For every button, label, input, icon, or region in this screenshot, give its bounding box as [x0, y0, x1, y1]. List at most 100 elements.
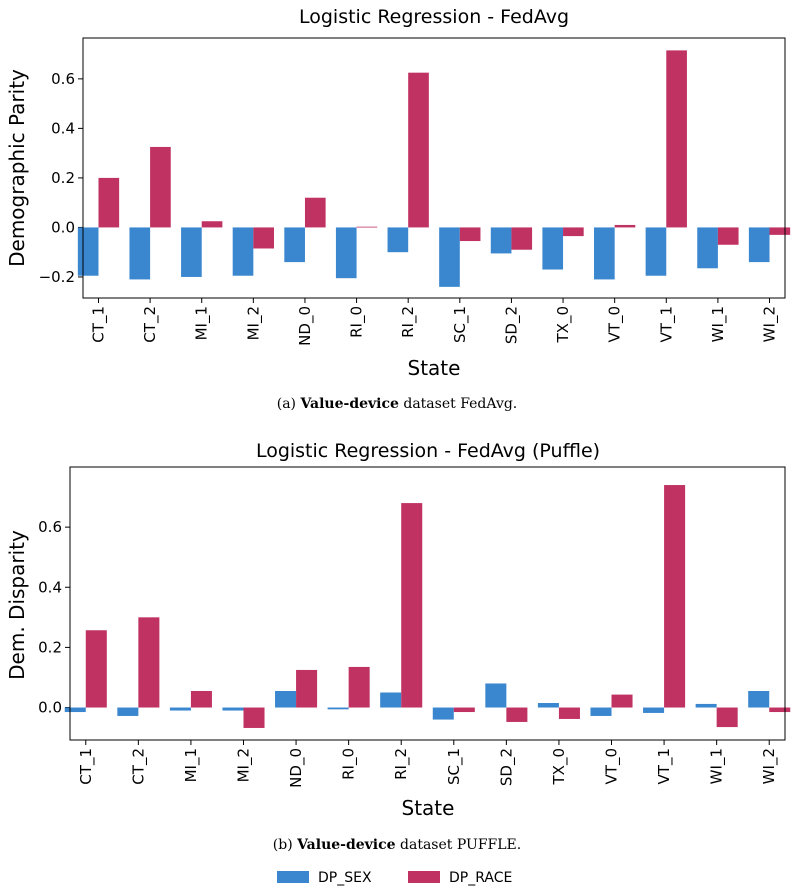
chart-a-bar-dp-race-sd-2	[511, 227, 533, 250]
x-tick-label: SC_1	[451, 306, 470, 343]
x-tick-label: RI_2	[392, 748, 411, 780]
chart-a-bar-dp-sex-ct-1	[77, 227, 99, 276]
x-tick-label: RI_2	[399, 306, 418, 338]
x-tick-label: RI_0	[348, 306, 367, 338]
chart-b-frame	[69, 466, 786, 741]
chart-b-bar-dp-sex-tx-0	[537, 703, 559, 708]
chart-b-plot-area: 0.0 0.2 0.4 0.6 CT_1 CT_2 MI_1 MI_2 ND_0 RI_0 RI_2…	[38, 485, 791, 788]
chart-b-bar-dp-race-sc-1	[453, 707, 475, 713]
chart-b-bar-dp-sex-nd-0	[275, 690, 297, 708]
caption-a-prefix: (a)	[277, 396, 301, 412]
chart-b-bar-dp-race-ct-2	[138, 617, 160, 708]
y-tick-label: 0.2	[51, 169, 75, 187]
x-tick-label: MI_2	[234, 748, 253, 782]
chart-b-bar-dp-sex-mi-1	[169, 707, 191, 711]
legend-label-dp-race: DP_RACE	[449, 870, 512, 886]
chart-b-bar-dp-sex-ri-2	[380, 692, 402, 708]
y-tick-label: 0.0	[38, 699, 62, 717]
x-tick-label: CT_2	[141, 306, 160, 343]
chart-a-bar-dp-sex-nd-0	[284, 227, 305, 263]
chart-a-bar-dp-sex-wi-1	[697, 227, 718, 269]
chart-a-bar-dp-race-ct-1	[98, 177, 120, 228]
chart-a-bar-dp-sex-ri-2	[387, 227, 409, 253]
chart-a-bar-dp-sex-vt-0	[594, 227, 615, 280]
chart-a-bar-dp-race-vt-1	[666, 50, 687, 228]
chart-b-bar-dp-race-tx-0	[558, 707, 580, 719]
chart-a-bar-dp-sex-mi-1	[181, 227, 202, 277]
x-tick-label: MI_1	[193, 306, 212, 340]
chart-a-bar-dp-race-sc-1	[459, 227, 481, 242]
legend-label-dp-sex: DP_SEX	[318, 870, 372, 886]
x-tick-label: WI_2	[760, 748, 779, 784]
caption-b: (b) Value-device dataset PUFFLE.	[273, 837, 521, 853]
x-tick-label: SC_1	[445, 748, 464, 785]
x-tick-label: VT_1	[655, 748, 674, 784]
chart-a-bar-dp-race-wi-2	[769, 227, 791, 235]
legend-swatch-dp-sex	[277, 871, 309, 883]
chart-a-bar-dp-race-ct-2	[150, 146, 171, 228]
chart-b: Logistic Regression - FedAvg (Puffle) 0.…	[5, 440, 791, 820]
y-tick-label: 0.0	[51, 218, 75, 236]
chart-b-bar-dp-race-ct-1	[85, 630, 107, 708]
chart-b-bar-dp-sex-wi-2	[748, 690, 770, 708]
chart-b-bar-dp-race-mi-2	[243, 707, 265, 728]
x-tick-label: MI_1	[182, 748, 201, 782]
y-tick-label: 0.6	[38, 518, 62, 536]
chart-a-plot-area: −0.2 0.0 0.2 0.4 0.6 CT_1 CT_2 MI_1 MI_2 ND_0 RI_0…	[39, 50, 791, 346]
x-tick-label: ND_0	[296, 306, 315, 346]
x-tick-label: WI_2	[761, 306, 780, 342]
chart-a-bar-dp-race-ri-0	[356, 226, 378, 228]
chart-b-bar-dp-race-vt-0	[611, 694, 633, 708]
y-tick-label: 0.4	[38, 578, 62, 596]
chart-b-bar-dp-race-vt-1	[664, 485, 686, 708]
x-tick-label: RI_0	[340, 748, 359, 780]
x-tick-label: WI_1	[709, 306, 728, 342]
chart-b-bar-dp-sex-vt-1	[643, 707, 665, 713]
chart-b-bar-dp-sex-vt-0	[590, 707, 612, 716]
chart-b-x-axis-label: State	[402, 796, 455, 820]
x-tick-label: ND_0	[287, 748, 306, 788]
chart-b-bar-dp-race-nd-0	[296, 669, 318, 708]
chart-b-y-axis-label: Dem. Disparity	[5, 530, 29, 680]
legend: DP_SEX DP_RACE	[277, 870, 512, 886]
chart-b-title: Logistic Regression - FedAvg (Puffle)	[256, 440, 600, 462]
chart-b-bar-dp-race-ri-2	[401, 503, 423, 708]
x-tick-label: WI_1	[708, 748, 727, 784]
chart-a-bar-dp-sex-ct-2	[129, 227, 151, 280]
x-tick-label: CT_2	[129, 748, 148, 785]
chart-a-title: Logistic Regression - FedAvg	[299, 6, 569, 28]
chart-b-bar-dp-sex-ct-2	[117, 707, 139, 716]
chart-a-bar-dp-sex-mi-2	[232, 227, 254, 276]
chart-a: Logistic Regression - FedAvg −0.2 0.0 0.2 0…	[5, 6, 791, 380]
chart-a-bar-dp-race-tx-0	[563, 227, 584, 237]
chart-b-bar-dp-sex-mi-2	[222, 707, 244, 711]
chart-b-bar-dp-sex-wi-1	[695, 703, 717, 708]
chart-b-bar-dp-sex-sc-1	[432, 707, 454, 720]
chart-a-bar-dp-race-mi-2	[253, 227, 274, 249]
chart-a-bar-dp-sex-tx-0	[542, 227, 564, 270]
x-tick-label: TX_0	[550, 748, 569, 785]
caption-b-prefix: (b)	[273, 837, 297, 853]
chart-a-bar-dp-race-ri-2	[408, 72, 429, 228]
chart-b-bar-dp-sex-ri-0	[327, 707, 349, 710]
chart-a-bar-dp-race-wi-1	[717, 227, 739, 245]
chart-b-bar-dp-race-wi-1	[716, 707, 738, 728]
chart-a-bar-dp-race-nd-0	[304, 197, 326, 228]
chart-b-bar-dp-race-sd-2	[506, 707, 528, 722]
x-tick-label: SD_2	[497, 748, 516, 786]
x-tick-label: SD_2	[502, 306, 521, 344]
caption-a: (a) Value-device dataset FedAvg.	[277, 396, 518, 412]
chart-b-bar-dp-race-mi-1	[190, 690, 212, 708]
chart-a-x-axis-label: State	[408, 356, 461, 380]
x-tick-label: VT_0	[603, 748, 622, 784]
x-tick-label: VT_1	[657, 306, 676, 342]
chart-a-bar-dp-race-vt-0	[614, 224, 636, 228]
chart-a-bar-dp-sex-vt-1	[645, 227, 667, 276]
x-tick-label: MI_2	[244, 306, 263, 340]
x-tick-label: CT_1	[77, 748, 96, 785]
chart-a-bar-dp-sex-wi-2	[748, 227, 770, 263]
chart-a-bar-dp-sex-ri-0	[335, 227, 357, 279]
chart-b-bar-dp-race-wi-2	[769, 707, 791, 713]
caption-b-suffix: dataset PUFFLE.	[396, 837, 522, 853]
